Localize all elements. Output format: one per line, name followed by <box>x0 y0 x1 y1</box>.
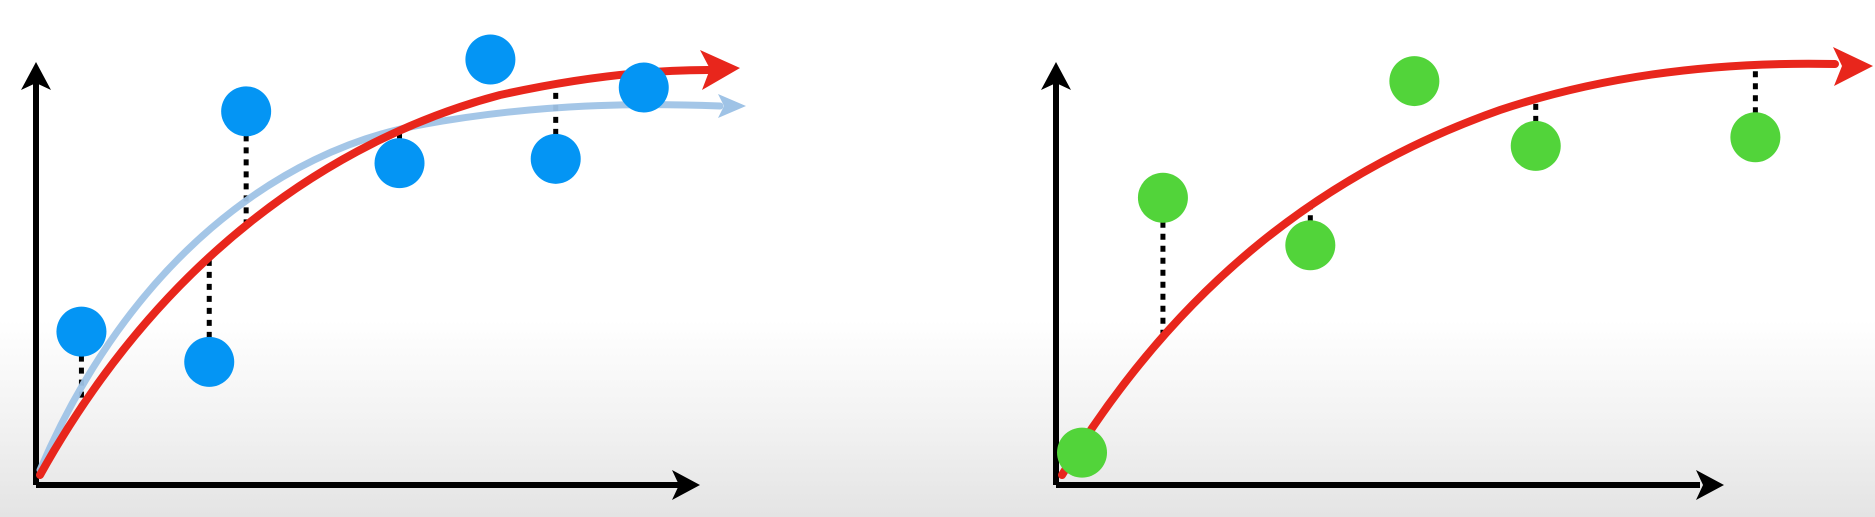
right-panel <box>1041 47 1873 500</box>
testing-point <box>1057 427 1108 478</box>
right-fit-curve <box>1058 47 1873 479</box>
testing-point <box>1730 112 1781 163</box>
right-residual-lines <box>1160 64 1758 338</box>
training-point <box>184 336 235 387</box>
left-residual-lines <box>78 84 559 408</box>
testing-point <box>1389 56 1440 107</box>
training-point <box>374 138 425 189</box>
training-point <box>221 86 272 137</box>
left-x-axis <box>36 470 700 500</box>
training-point <box>465 34 516 85</box>
right-y-axis <box>1041 62 1071 485</box>
testing-point <box>1137 172 1188 223</box>
training-point <box>56 306 107 357</box>
training-point <box>618 62 669 113</box>
testing-points <box>1057 56 1781 478</box>
left-y-axis <box>21 62 51 485</box>
testing-point <box>1285 220 1336 271</box>
testing-point <box>1510 120 1561 171</box>
training-points <box>56 34 669 387</box>
left-panel <box>21 34 746 500</box>
right-x-axis <box>1056 470 1724 500</box>
training-point <box>530 133 581 184</box>
left-fit-curve <box>36 50 740 479</box>
